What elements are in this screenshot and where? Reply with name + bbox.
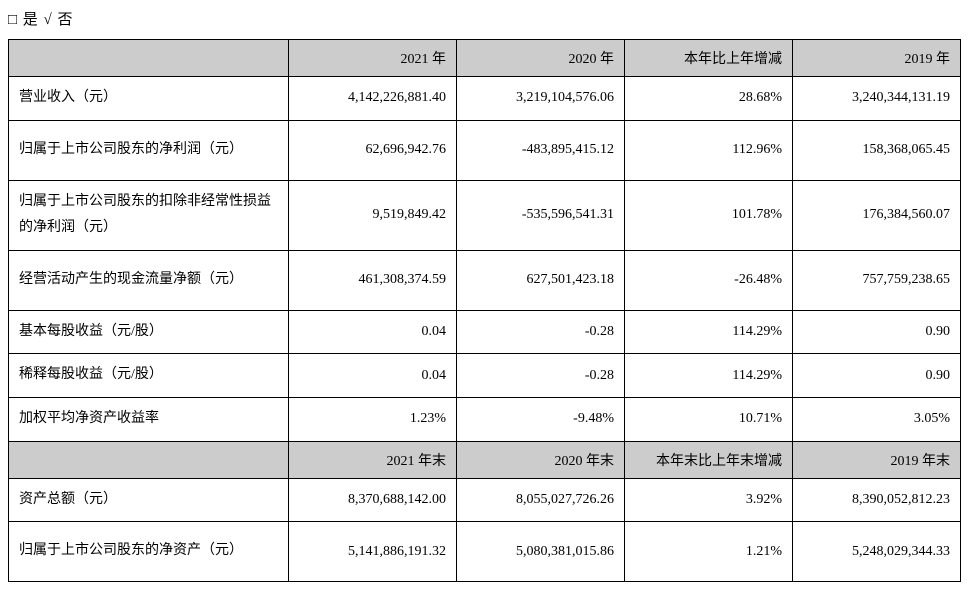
cell-value: 0.04 — [289, 354, 457, 398]
col-header-2019: 2019 年 — [793, 40, 961, 77]
col-header-2021: 2021 年 — [289, 40, 457, 77]
table-row: 营业收入（元）4,142,226,881.403,219,104,576.062… — [9, 77, 961, 121]
row-label: 归属于上市公司股东的净资产（元） — [9, 522, 289, 582]
cell-value: 158,368,065.45 — [793, 120, 961, 180]
table-row: 资产总额（元）8,370,688,142.008,055,027,726.263… — [9, 478, 961, 522]
cell-value: -0.28 — [457, 354, 625, 398]
cell-value: -9.48% — [457, 397, 625, 441]
col-header-label-mid — [9, 441, 289, 478]
cell-value: 5,248,029,344.33 — [793, 522, 961, 582]
table-row: 稀释每股收益（元/股）0.04-0.28114.29%0.90 — [9, 354, 961, 398]
cell-value: 4,142,226,881.40 — [289, 77, 457, 121]
cell-value: 5,080,381,015.86 — [457, 522, 625, 582]
cell-value: 176,384,560.07 — [793, 180, 961, 250]
financial-table: 2021 年 2020 年 本年比上年增减 2019 年 营业收入（元）4,14… — [8, 39, 961, 582]
cell-value: 0.90 — [793, 310, 961, 354]
table-header-mid: 2021 年末 2020 年末 本年末比上年末增减 2019 年末 — [9, 441, 961, 478]
cell-value: 9,519,849.42 — [289, 180, 457, 250]
cell-value: 3.92% — [625, 478, 793, 522]
col-header-2021-end: 2021 年末 — [289, 441, 457, 478]
table-row: 归属于上市公司股东的扣除非经常性损益的净利润（元）9,519,849.42-53… — [9, 180, 961, 250]
cell-value: 8,390,052,812.23 — [793, 478, 961, 522]
cell-value: 757,759,238.65 — [793, 250, 961, 310]
table-row: 归属于上市公司股东的净利润（元）62,696,942.76-483,895,41… — [9, 120, 961, 180]
cell-value: 0.90 — [793, 354, 961, 398]
table-row: 归属于上市公司股东的净资产（元）5,141,886,191.325,080,38… — [9, 522, 961, 582]
table-row: 基本每股收益（元/股）0.04-0.28114.29%0.90 — [9, 310, 961, 354]
row-label: 归属于上市公司股东的扣除非经常性损益的净利润（元） — [9, 180, 289, 250]
col-header-change-end: 本年末比上年末增减 — [625, 441, 793, 478]
cell-value: 5,141,886,191.32 — [289, 522, 457, 582]
cell-value: -483,895,415.12 — [457, 120, 625, 180]
table-row: 经营活动产生的现金流量净额（元）461,308,374.59627,501,42… — [9, 250, 961, 310]
cell-value: 627,501,423.18 — [457, 250, 625, 310]
cell-value: 8,055,027,726.26 — [457, 478, 625, 522]
cell-value: 114.29% — [625, 310, 793, 354]
col-header-2020-end: 2020 年末 — [457, 441, 625, 478]
cell-value: 10.71% — [625, 397, 793, 441]
cell-value: 62,696,942.76 — [289, 120, 457, 180]
row-label: 归属于上市公司股东的净利润（元） — [9, 120, 289, 180]
row-label: 经营活动产生的现金流量净额（元） — [9, 250, 289, 310]
cell-value: 1.21% — [625, 522, 793, 582]
row-label: 加权平均净资产收益率 — [9, 397, 289, 441]
cell-value: 3,219,104,576.06 — [457, 77, 625, 121]
cell-value: 3,240,344,131.19 — [793, 77, 961, 121]
cell-value: 8,370,688,142.00 — [289, 478, 457, 522]
cell-value: 114.29% — [625, 354, 793, 398]
table-row: 加权平均净资产收益率1.23%-9.48%10.71%3.05% — [9, 397, 961, 441]
row-label: 基本每股收益（元/股） — [9, 310, 289, 354]
cell-value: 3.05% — [793, 397, 961, 441]
cell-value: 112.96% — [625, 120, 793, 180]
cell-value: -26.48% — [625, 250, 793, 310]
row-label: 稀释每股收益（元/股） — [9, 354, 289, 398]
col-header-change: 本年比上年增减 — [625, 40, 793, 77]
cell-value: -0.28 — [457, 310, 625, 354]
cell-value: -535,596,541.31 — [457, 180, 625, 250]
col-header-2020: 2020 年 — [457, 40, 625, 77]
checkbox-note: □ 是 √ 否 — [8, 8, 960, 29]
cell-value: 28.68% — [625, 77, 793, 121]
cell-value: 0.04 — [289, 310, 457, 354]
col-header-2019-end: 2019 年末 — [793, 441, 961, 478]
row-label: 资产总额（元） — [9, 478, 289, 522]
row-label: 营业收入（元） — [9, 77, 289, 121]
cell-value: 101.78% — [625, 180, 793, 250]
table-header-top: 2021 年 2020 年 本年比上年增减 2019 年 — [9, 40, 961, 77]
cell-value: 1.23% — [289, 397, 457, 441]
col-header-label — [9, 40, 289, 77]
cell-value: 461,308,374.59 — [289, 250, 457, 310]
